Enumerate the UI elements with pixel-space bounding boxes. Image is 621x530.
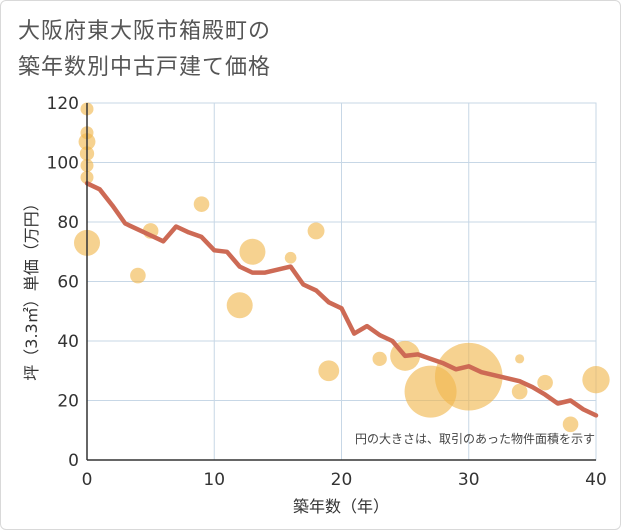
- bubble-point: [582, 366, 610, 394]
- chart-title: 大阪府東大阪市箱殿町の 築年数別中古戸建て価格: [18, 14, 271, 86]
- bubble-point: [130, 267, 146, 284]
- bubble-point: [307, 222, 325, 240]
- x-axis-label: 築年数（年）: [293, 497, 389, 516]
- bubble-point: [434, 342, 503, 411]
- trend-layer: [84, 181, 599, 418]
- y-tick-label: 100: [47, 154, 79, 174]
- bubble-point: [372, 351, 387, 366]
- x-tick-label: 30: [458, 470, 480, 490]
- axes-layer: [86, 103, 596, 461]
- bubble-point: [226, 292, 253, 319]
- x-tick-label: 0: [82, 470, 93, 490]
- grid-lines: [86, 102, 597, 461]
- chart-title-line2: 築年数別中古戸建て価格: [18, 55, 272, 80]
- y-tick-label: 120: [47, 94, 79, 114]
- y-axis-label: 坪（3.3㎡）単価（万円）: [22, 195, 41, 380]
- bubble-point: [239, 238, 266, 265]
- tick-labels: 0 20 40 60 80 100 120 0 10 20 30 40: [47, 94, 607, 490]
- size-note: 円の大きさは、取引のあった物件面積を示す: [355, 431, 595, 446]
- bubble-point: [318, 360, 340, 382]
- x-tick-label: 20: [331, 470, 353, 490]
- trend-line: [84, 181, 599, 418]
- bubble-point: [537, 374, 553, 391]
- x-tick-label: 40: [585, 470, 607, 490]
- x-tick-label: 10: [203, 470, 225, 490]
- y-tick-label: 60: [57, 273, 79, 293]
- bubble-point: [193, 196, 210, 212]
- chart-title-line1: 大阪府東大阪市箱殿町の: [18, 19, 272, 44]
- bubble-point: [284, 251, 297, 264]
- y-tick-label: 0: [68, 451, 79, 471]
- bubble-point: [562, 416, 579, 433]
- y-tick-label: 80: [57, 213, 79, 233]
- bubble-point: [511, 383, 528, 400]
- bubble-point: [515, 354, 525, 364]
- y-tick-label: 20: [57, 392, 79, 412]
- y-tick-label: 40: [57, 332, 79, 352]
